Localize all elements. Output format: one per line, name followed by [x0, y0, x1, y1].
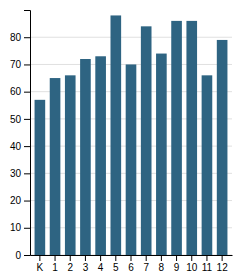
tick-mark — [85, 255, 86, 261]
tick-mark — [39, 255, 40, 261]
bar — [217, 40, 228, 255]
bar — [80, 59, 91, 255]
tick-label: 40 — [10, 141, 22, 152]
y-axis: 0 10 20 30 40 50 60 70 80 — [10, 11, 31, 261]
tick: 8 — [159, 255, 165, 273]
bar — [95, 56, 106, 255]
tick-mark — [161, 255, 162, 261]
bar — [50, 78, 61, 255]
tick: 40 — [10, 141, 30, 152]
axis-line — [24, 11, 31, 256]
tick: 2 — [67, 255, 73, 273]
tick: 10 — [186, 255, 198, 273]
tick-label: 0 — [15, 250, 21, 261]
bar — [126, 64, 137, 255]
tick-label: 7 — [143, 262, 149, 273]
tick-label: 70 — [10, 59, 22, 70]
tick-mark — [131, 255, 132, 261]
bar — [171, 21, 182, 255]
tick-mark — [24, 255, 30, 256]
tick-label: 8 — [159, 262, 165, 273]
tick: 70 — [10, 59, 30, 70]
tick: 60 — [10, 86, 30, 97]
x-axis: K123456789101112 — [31, 255, 233, 273]
tick-label: 60 — [10, 86, 22, 97]
tick: 11 — [202, 255, 213, 273]
tick: 30 — [10, 168, 30, 179]
tick-mark — [100, 255, 101, 261]
tick-mark — [55, 255, 56, 261]
tick-label: 80 — [10, 32, 22, 43]
tick: 6 — [128, 255, 134, 273]
tick: 80 — [10, 32, 30, 43]
tick: 10 — [10, 222, 30, 233]
tick-mark — [24, 37, 30, 38]
tick-mark — [24, 119, 30, 120]
tick-label: K — [37, 262, 44, 273]
bar — [202, 75, 213, 255]
tick-mark — [115, 255, 116, 261]
chart: 01020304050607080K123456789101112 — [0, 0, 240, 277]
tick: 20 — [10, 195, 30, 206]
bar — [65, 75, 76, 255]
grid-line — [30, 37, 232, 38]
bar — [35, 100, 46, 255]
tick-label: 12 — [217, 262, 229, 273]
plot: 01020304050607080K123456789101112 — [10, 11, 233, 274]
tick-label: 10 — [186, 262, 198, 273]
tick-label: 2 — [67, 262, 73, 273]
bar — [186, 21, 197, 255]
tick-mark — [24, 201, 30, 202]
tick-mark — [24, 64, 30, 65]
bar — [141, 26, 152, 255]
bar — [110, 15, 121, 255]
tick-mark — [191, 255, 192, 261]
tick-mark — [24, 228, 30, 229]
bars — [35, 15, 228, 255]
tick-label: 50 — [10, 114, 22, 125]
tick-mark — [206, 255, 207, 261]
tick-label: 4 — [98, 262, 104, 273]
grid — [30, 37, 232, 255]
tick-mark — [24, 92, 30, 93]
tick: 9 — [174, 255, 180, 273]
tick: 0 — [15, 250, 30, 261]
tick: 12 — [217, 255, 229, 273]
bar — [156, 54, 167, 255]
tick-mark — [70, 255, 71, 261]
tick-label: 6 — [128, 262, 134, 273]
tick-mark — [24, 146, 30, 147]
tick: 4 — [98, 255, 104, 273]
tick-label: 30 — [10, 168, 22, 179]
tick-mark — [24, 173, 30, 174]
tick-label: 1 — [52, 262, 58, 273]
tick: 5 — [113, 255, 119, 273]
tick: 1 — [52, 255, 58, 273]
tick: 50 — [10, 114, 30, 125]
tick: 7 — [143, 255, 149, 273]
tick-mark — [176, 255, 177, 261]
tick-label: 11 — [202, 262, 213, 273]
tick-label: 10 — [10, 222, 22, 233]
tick: K — [37, 255, 44, 273]
tick-label: 20 — [10, 195, 22, 206]
tick-mark — [222, 255, 223, 261]
tick: 3 — [83, 255, 89, 273]
tick-label: 9 — [174, 262, 180, 273]
tick-mark — [146, 255, 147, 261]
tick-label: 5 — [113, 262, 119, 273]
tick-label: 3 — [83, 262, 89, 273]
